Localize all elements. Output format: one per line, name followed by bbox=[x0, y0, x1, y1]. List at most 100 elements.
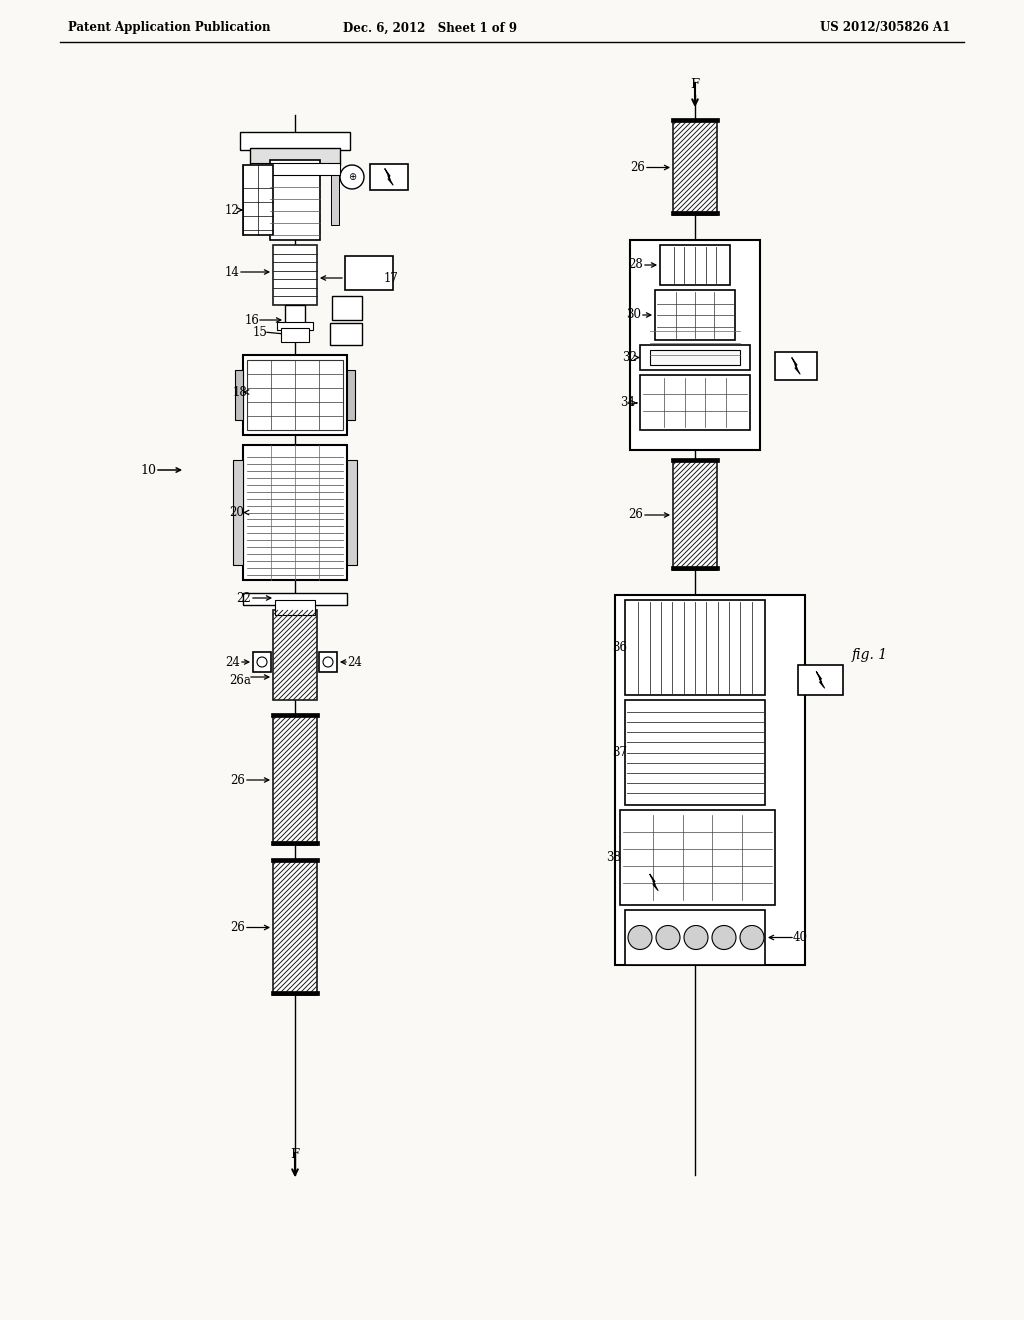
Bar bbox=[671, 458, 719, 462]
Text: 12: 12 bbox=[224, 203, 240, 216]
Bar bbox=[620, 810, 775, 906]
Text: 38: 38 bbox=[606, 851, 622, 865]
Bar bbox=[243, 445, 347, 579]
Text: 24: 24 bbox=[347, 656, 362, 668]
Circle shape bbox=[684, 925, 708, 949]
Bar bbox=[625, 909, 765, 965]
Bar bbox=[273, 715, 317, 845]
Bar bbox=[643, 378, 746, 426]
Text: 20: 20 bbox=[229, 506, 245, 519]
Text: 24: 24 bbox=[225, 656, 241, 668]
Text: 37: 37 bbox=[612, 746, 628, 759]
Circle shape bbox=[257, 657, 267, 667]
Bar bbox=[663, 247, 727, 282]
Text: ⊕: ⊕ bbox=[348, 172, 356, 182]
Bar bbox=[306, 165, 314, 224]
Text: 10: 10 bbox=[140, 463, 156, 477]
Bar bbox=[347, 370, 355, 420]
Bar bbox=[271, 841, 319, 845]
Bar bbox=[271, 713, 319, 717]
Circle shape bbox=[323, 657, 333, 667]
Text: 17: 17 bbox=[384, 272, 399, 285]
Bar bbox=[275, 601, 315, 615]
Bar bbox=[660, 246, 730, 285]
Bar bbox=[625, 700, 765, 805]
Bar bbox=[273, 610, 317, 700]
Text: 16: 16 bbox=[245, 314, 259, 326]
Text: Dec. 6, 2012   Sheet 1 of 9: Dec. 6, 2012 Sheet 1 of 9 bbox=[343, 21, 517, 34]
Text: 15: 15 bbox=[253, 326, 267, 338]
Bar bbox=[273, 861, 317, 995]
Bar bbox=[270, 160, 319, 240]
Bar bbox=[627, 602, 763, 693]
Bar bbox=[640, 345, 750, 370]
Text: fig. 1: fig. 1 bbox=[852, 648, 888, 663]
Bar bbox=[625, 601, 765, 696]
Bar bbox=[671, 117, 719, 121]
Bar bbox=[627, 702, 763, 803]
Text: 26: 26 bbox=[230, 774, 246, 787]
Bar bbox=[657, 292, 733, 338]
Bar bbox=[332, 296, 362, 319]
Text: 18: 18 bbox=[232, 385, 248, 399]
Bar bbox=[370, 164, 408, 190]
Bar bbox=[281, 327, 309, 342]
Bar bbox=[278, 322, 313, 330]
Circle shape bbox=[712, 925, 736, 949]
Bar bbox=[347, 459, 357, 565]
Text: 32: 32 bbox=[623, 351, 637, 364]
Bar bbox=[775, 352, 817, 380]
Bar bbox=[250, 148, 340, 165]
Bar bbox=[285, 305, 305, 325]
Bar bbox=[331, 165, 339, 224]
Text: 40: 40 bbox=[793, 931, 808, 944]
Bar bbox=[640, 375, 750, 430]
Bar bbox=[240, 132, 350, 150]
Bar bbox=[234, 370, 243, 420]
Bar bbox=[650, 350, 740, 366]
Bar bbox=[251, 165, 259, 224]
Bar bbox=[673, 120, 717, 215]
Circle shape bbox=[628, 925, 652, 949]
Bar bbox=[271, 858, 319, 862]
Bar bbox=[673, 459, 717, 570]
Bar bbox=[243, 355, 347, 436]
Text: F: F bbox=[690, 78, 699, 91]
Text: 28: 28 bbox=[629, 259, 643, 272]
Bar bbox=[243, 165, 273, 235]
Text: 14: 14 bbox=[224, 265, 240, 279]
Text: 26: 26 bbox=[631, 161, 645, 174]
Text: 36: 36 bbox=[612, 642, 628, 653]
Bar bbox=[243, 593, 347, 605]
Bar bbox=[319, 652, 337, 672]
Text: F: F bbox=[291, 1148, 300, 1162]
Circle shape bbox=[340, 165, 364, 189]
Bar bbox=[615, 595, 805, 965]
Bar bbox=[253, 652, 271, 672]
Text: 30: 30 bbox=[627, 309, 641, 322]
Bar bbox=[276, 165, 284, 224]
Text: 34: 34 bbox=[621, 396, 636, 409]
Bar bbox=[623, 814, 772, 900]
Text: 26: 26 bbox=[230, 921, 246, 935]
Bar bbox=[630, 240, 760, 450]
Bar bbox=[671, 211, 719, 215]
Bar bbox=[247, 360, 343, 430]
Text: 26a: 26a bbox=[229, 673, 251, 686]
Bar bbox=[273, 246, 317, 305]
Bar bbox=[671, 566, 719, 570]
Text: Patent Application Publication: Patent Application Publication bbox=[68, 21, 270, 34]
Bar bbox=[233, 459, 243, 565]
Bar bbox=[798, 665, 843, 696]
Text: 22: 22 bbox=[237, 591, 251, 605]
Bar bbox=[345, 256, 393, 290]
Text: 26: 26 bbox=[629, 508, 643, 521]
Bar bbox=[330, 323, 362, 345]
Text: US 2012/305826 A1: US 2012/305826 A1 bbox=[820, 21, 950, 34]
Bar bbox=[250, 162, 340, 176]
Bar bbox=[271, 991, 319, 995]
Bar bbox=[655, 290, 735, 341]
Bar bbox=[635, 870, 673, 895]
Circle shape bbox=[740, 925, 764, 949]
Circle shape bbox=[656, 925, 680, 949]
